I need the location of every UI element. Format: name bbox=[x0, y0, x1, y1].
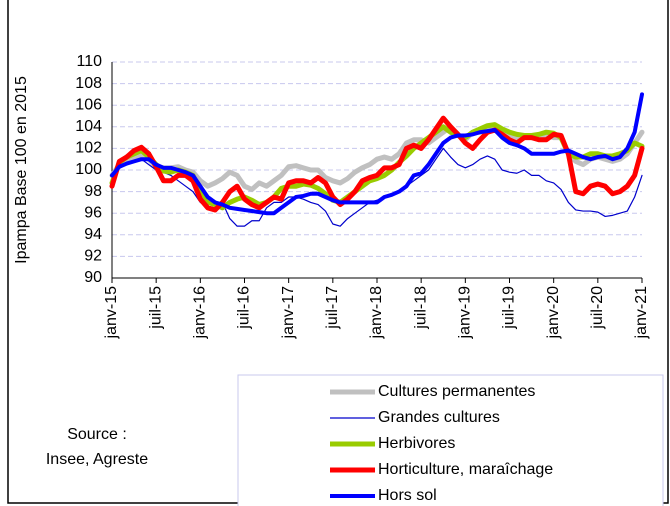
x-tick-label: juil-16 bbox=[236, 286, 253, 330]
legend-label: Grandes cultures bbox=[378, 409, 500, 426]
y-tick-label: 110 bbox=[76, 53, 102, 70]
series-line bbox=[110, 92, 644, 216]
y-tick-label: 98 bbox=[84, 183, 102, 200]
legend-label: Herbivores bbox=[378, 435, 455, 452]
x-tick-label: juil-17 bbox=[324, 286, 341, 330]
y-tick-label: 90 bbox=[84, 269, 102, 286]
legend-box bbox=[237, 374, 664, 506]
y-tick-label: 106 bbox=[75, 96, 102, 113]
source-label: Source : bbox=[67, 426, 127, 443]
y-tick-label: 102 bbox=[75, 140, 102, 157]
y-tick-label: 94 bbox=[84, 226, 102, 243]
legend-label: Hors sol bbox=[378, 487, 437, 504]
y-tick-label: 100 bbox=[75, 161, 102, 178]
x-tick-label: janv-21 bbox=[633, 286, 650, 340]
y-tick-label: 104 bbox=[75, 118, 102, 135]
y-tick-label: 96 bbox=[84, 204, 102, 221]
x-tick-label: juil-19 bbox=[501, 286, 518, 330]
series-line bbox=[109, 124, 645, 192]
legend-label: Horticulture, maraîchage bbox=[378, 461, 553, 478]
x-tick-label: janv-15 bbox=[103, 286, 120, 340]
x-tick-label: janv-17 bbox=[280, 286, 297, 340]
x-tick-label: juil-18 bbox=[412, 286, 429, 330]
series-line bbox=[109, 115, 645, 213]
source-text: Insee, Agreste bbox=[46, 451, 148, 468]
x-tick-label: juil-20 bbox=[589, 286, 606, 330]
x-tick-label: juil-15 bbox=[147, 286, 164, 330]
x-tick-label: janv-18 bbox=[368, 286, 385, 340]
y-axis-label: Ipampa Base 100 en 2015 bbox=[13, 76, 30, 264]
x-tick-label: janv-20 bbox=[545, 286, 562, 340]
legend-label: Cultures permanentes bbox=[378, 383, 535, 400]
y-tick-label: 108 bbox=[75, 75, 102, 92]
x-tick-label: janv-16 bbox=[192, 286, 209, 340]
y-tick-label: 92 bbox=[84, 248, 102, 265]
x-tick-label: janv-19 bbox=[457, 286, 474, 340]
